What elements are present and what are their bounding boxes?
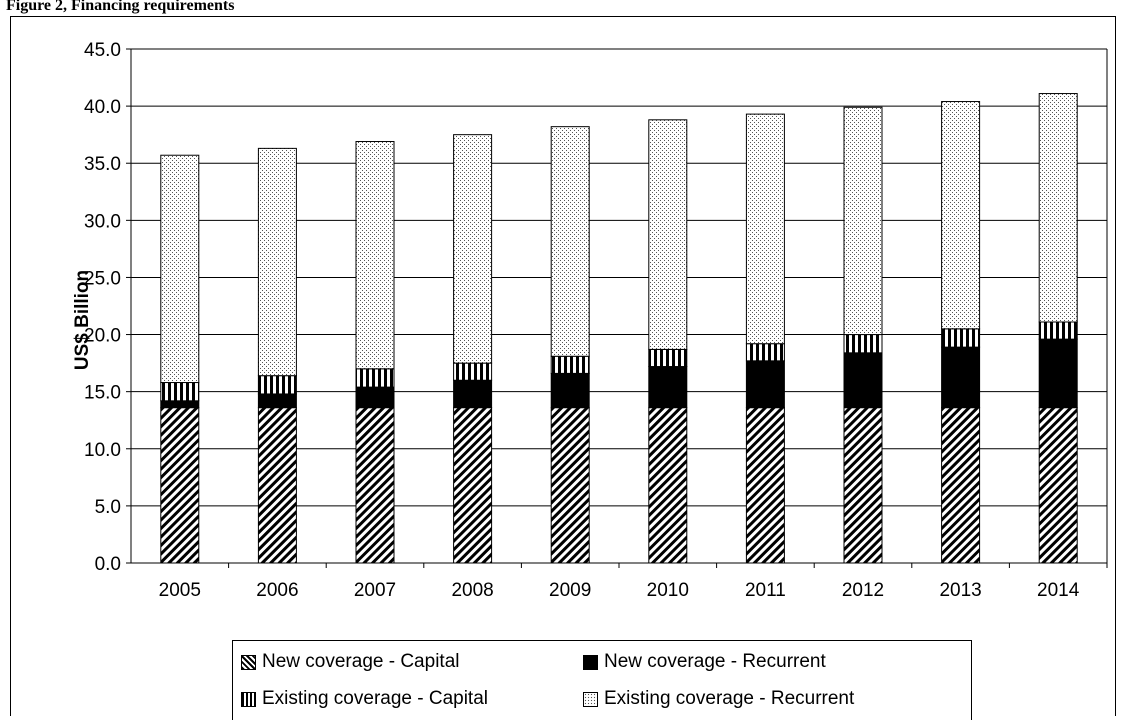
- x-tick-label: 2011: [745, 580, 786, 601]
- bars: [160, 93, 1078, 564]
- legend-item-existing-recurrent: Existing coverage - Recurrent: [583, 688, 854, 710]
- x-tick-label: 2007: [354, 580, 396, 601]
- bar-segment-existing-coverage-capital: [160, 382, 200, 402]
- bar-segment-new-coverage-capital: [160, 407, 200, 564]
- bar-segment-new-coverage-recurrent: [355, 386, 395, 409]
- bar-segment-new-coverage-capital: [648, 407, 688, 564]
- bar-segment-new-coverage-capital: [941, 407, 981, 564]
- bar-segment-existing-coverage-recurrent: [550, 126, 590, 357]
- bar-segment-existing-coverage-capital: [843, 334, 883, 354]
- legend-label: New coverage - Capital: [262, 651, 460, 672]
- bar-segment-new-coverage-capital: [257, 407, 297, 564]
- bar-segment-existing-coverage-recurrent: [745, 113, 785, 345]
- legend-label: Existing coverage - Capital: [262, 688, 488, 709]
- bar-segment-existing-coverage-recurrent: [1038, 93, 1078, 323]
- bar-segment-existing-coverage-capital: [745, 343, 785, 362]
- y-tick-label: 15.0: [84, 383, 121, 404]
- solid-black-swatch-icon: [583, 654, 598, 670]
- bar-segment-new-coverage-recurrent: [1038, 338, 1078, 409]
- bar-segment-existing-coverage-capital: [355, 368, 395, 388]
- y-tick-label: 40.0: [84, 97, 121, 118]
- bar-segment-new-coverage-capital: [745, 407, 785, 564]
- legend-label: New coverage - Recurrent: [604, 651, 826, 672]
- bar-segment-new-coverage-capital: [1038, 407, 1078, 564]
- x-tick-label: 2005: [159, 580, 201, 601]
- x-tick-label: 2013: [939, 580, 981, 601]
- bar-segment-existing-coverage-capital: [1038, 321, 1078, 340]
- diagonal-hatch-swatch-icon: [241, 654, 256, 670]
- legend-item-existing-capital: Existing coverage - Capital: [241, 688, 488, 710]
- bar-segment-new-coverage-capital: [453, 407, 493, 564]
- chart-frame: [10, 16, 1116, 716]
- bar-segment-new-coverage-recurrent: [453, 379, 493, 409]
- bar-segment-existing-coverage-recurrent: [843, 106, 883, 336]
- legend-item-new-recurrent: New coverage - Recurrent: [583, 651, 826, 673]
- bar-segment-new-coverage-recurrent: [745, 360, 785, 409]
- x-tick-label: 2012: [842, 580, 884, 601]
- x-tick-label: 2009: [549, 580, 591, 601]
- y-tick-label: 30.0: [84, 211, 121, 232]
- bar-segment-existing-coverage-recurrent: [453, 134, 493, 364]
- bar-segment-existing-coverage-capital: [453, 362, 493, 381]
- dotted-swatch-icon: [583, 691, 598, 707]
- stacked-bar-chart: 0.0 5.0 10.0 15.0 20.0 25.0 30.0 35.0 40.0 45.0 20…: [72, 40, 1108, 601]
- bar-segment-existing-coverage-recurrent: [648, 119, 688, 350]
- y-axis-title: US$ Billion: [72, 270, 93, 370]
- y-tick-label: 45.0: [84, 40, 121, 61]
- bar-segment-new-coverage-recurrent: [160, 400, 200, 409]
- bar-segment-new-coverage-recurrent: [843, 352, 883, 409]
- y-tick-label: 0.0: [95, 554, 121, 575]
- bar-segment-new-coverage-capital: [550, 407, 590, 564]
- figure-caption: Figure 2, Financing requirements: [6, 0, 235, 14]
- bar-segment-existing-coverage-capital: [257, 375, 297, 395]
- bar-segment-existing-coverage-recurrent: [941, 101, 981, 330]
- bar-segment-new-coverage-capital: [355, 407, 395, 564]
- bar-segment-existing-coverage-capital: [648, 348, 688, 368]
- axes: 0.0 5.0 10.0 15.0 20.0 25.0 30.0 35.0 40.0 45.0 20…: [84, 40, 1108, 601]
- x-tick-label: 2010: [647, 580, 689, 601]
- legend-label: Existing coverage - Recurrent: [604, 688, 855, 709]
- bar-segment-new-coverage-recurrent: [550, 372, 590, 409]
- bar-segment-new-coverage-capital: [843, 407, 883, 564]
- bar-segment-existing-coverage-capital: [941, 328, 981, 348]
- bar-segment-new-coverage-recurrent: [257, 393, 297, 409]
- bar-segment-existing-coverage-capital: [550, 355, 590, 374]
- bar-segment-new-coverage-recurrent: [648, 366, 688, 409]
- vertical-stripes-swatch-icon: [241, 691, 256, 707]
- bar-segment-existing-coverage-recurrent: [257, 147, 297, 377]
- y-tick-label: 5.0: [95, 497, 121, 518]
- y-tick-label: 25.0: [84, 268, 121, 289]
- y-tick-label: 35.0: [84, 154, 121, 175]
- x-tick-label: 2006: [256, 580, 298, 601]
- x-tick-label: 2008: [451, 580, 493, 601]
- x-tick-label: 2014: [1037, 580, 1080, 601]
- legend-item-new-capital: New coverage - Capital: [241, 651, 459, 673]
- bar-segment-new-coverage-recurrent: [941, 346, 981, 409]
- bar-segment-existing-coverage-recurrent: [355, 141, 395, 370]
- y-tick-label: 10.0: [84, 440, 121, 461]
- bar-segment-existing-coverage-recurrent: [160, 154, 200, 384]
- chart-legend: New coverage - Capital New coverage - Re…: [232, 640, 972, 720]
- y-tick-label: 20.0: [84, 326, 121, 347]
